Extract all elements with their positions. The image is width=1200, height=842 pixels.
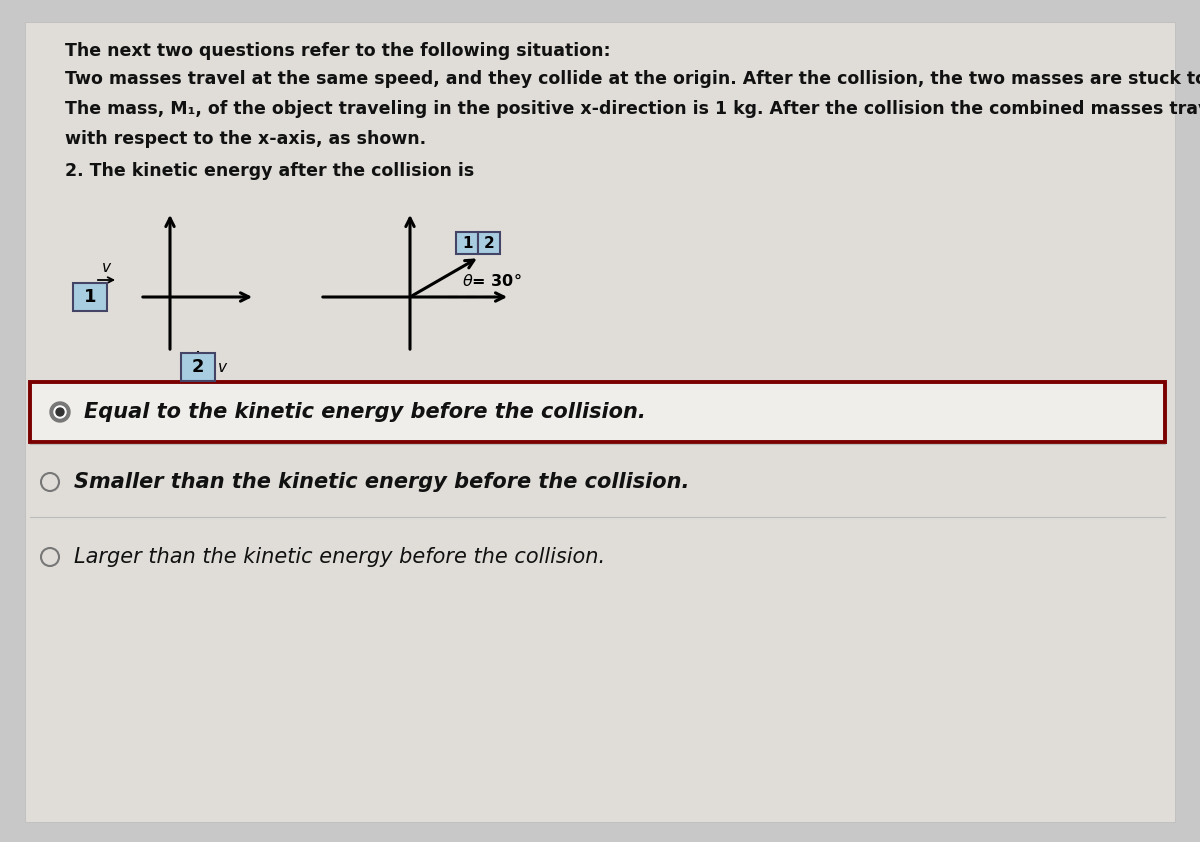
- Text: 1: 1: [84, 288, 96, 306]
- FancyBboxPatch shape: [456, 232, 479, 254]
- FancyBboxPatch shape: [73, 283, 107, 311]
- Text: Larger than the kinetic energy before the collision.: Larger than the kinetic energy before th…: [74, 547, 605, 567]
- Text: Smaller than the kinetic energy before the collision.: Smaller than the kinetic energy before t…: [74, 472, 689, 492]
- Circle shape: [50, 402, 70, 422]
- Text: Two masses travel at the same speed, and they collide at the origin. After the c: Two masses travel at the same speed, and…: [65, 70, 1200, 88]
- FancyBboxPatch shape: [30, 382, 1165, 442]
- FancyBboxPatch shape: [25, 22, 1175, 822]
- Text: The next two questions refer to the following situation:: The next two questions refer to the foll…: [65, 42, 611, 60]
- FancyBboxPatch shape: [181, 353, 215, 381]
- Text: Equal to the kinetic energy before the collision.: Equal to the kinetic energy before the c…: [84, 402, 646, 422]
- FancyBboxPatch shape: [479, 232, 500, 254]
- Text: 2: 2: [192, 358, 204, 376]
- Text: The mass, M₁, of the object traveling in the positive x-direction is 1 kg. After: The mass, M₁, of the object traveling in…: [65, 100, 1200, 118]
- Text: 2: 2: [484, 236, 494, 251]
- Text: $\theta$= 30°: $\theta$= 30°: [462, 273, 522, 289]
- Text: v: v: [218, 360, 227, 375]
- Text: 2. The kinetic energy after the collision is: 2. The kinetic energy after the collisio…: [65, 162, 474, 180]
- Circle shape: [54, 406, 66, 418]
- Text: with respect to the x-axis, as shown.: with respect to the x-axis, as shown.: [65, 130, 426, 148]
- Circle shape: [56, 408, 64, 416]
- Text: 1: 1: [462, 236, 473, 251]
- Text: v: v: [102, 260, 112, 275]
